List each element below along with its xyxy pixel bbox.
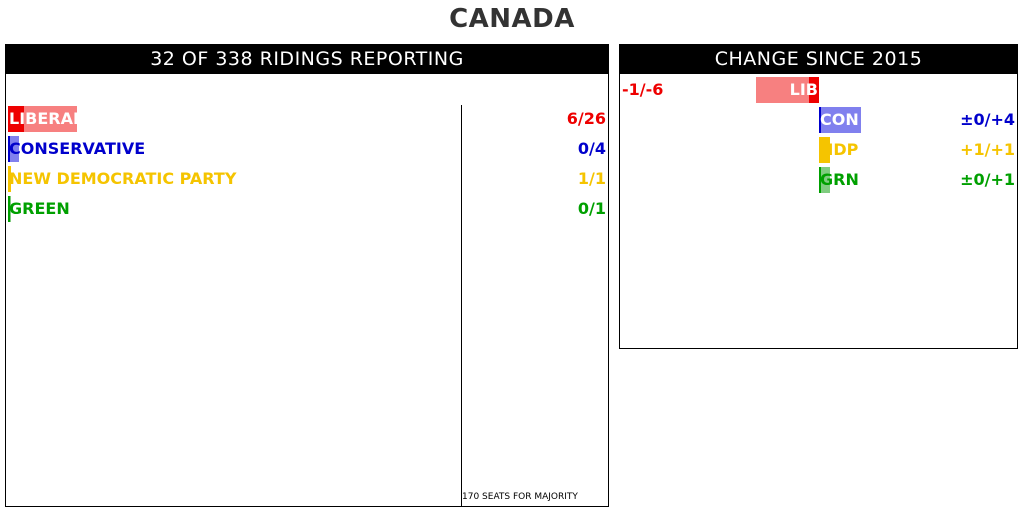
seats-value-new-democratic-party: 1/1 [577, 169, 606, 188]
change-value-lib: -1/-6 [622, 80, 664, 99]
change-label-ndp: NDP [820, 140, 859, 159]
change-label-lib: LIB [789, 80, 818, 99]
change-bar-elected-ndp [819, 137, 830, 163]
change-bar-total-con [819, 107, 861, 133]
change-bar-elected-con [819, 107, 821, 133]
change-value-con: ±0/+4 [960, 110, 1015, 129]
change-value-grn: ±0/+1 [960, 170, 1015, 189]
seats-row-conservative: CONSERVATIVE 0/4 [6, 136, 608, 162]
seats-value-green: 0/1 [577, 199, 606, 218]
seats-bar-elected-conservative [8, 136, 10, 162]
seats-bar-elected-liberal [8, 106, 24, 132]
change-bar-elected-lib [808, 77, 819, 103]
seats-bar-elected-new-democratic-party [8, 166, 11, 192]
change-label-grn: GRN [820, 170, 859, 189]
majority-line [461, 105, 462, 506]
change-row-lib: LIB -1/-6 [620, 77, 1017, 103]
seats-value-conservative: 0/4 [577, 139, 606, 158]
seats-row-new-democratic-party: NEW DEMOCRATIC PARTY 1/1 [6, 166, 608, 192]
seats-label-conservative: CONSERVATIVE [9, 139, 146, 158]
seats-label-liberal: LIBERAL [9, 109, 84, 128]
change-bar-total-grn [819, 167, 830, 193]
seats-row-green: GREEN 0/1 [6, 196, 608, 222]
majority-label: 170 SEATS FOR MAJORITY [462, 492, 578, 502]
change-value-ndp: +1/+1 [960, 140, 1015, 159]
change-panel-title: CHANGE SINCE 2015 [620, 45, 1017, 74]
seats-panel: 32 OF 338 RIDINGS REPORTING 170 SEATS FO… [5, 44, 609, 507]
seats-row-liberal: LIBERAL 6/26 [6, 106, 608, 132]
change-row-ndp: NDP +1/+1 [620, 137, 1017, 163]
seats-label-new-democratic-party: NEW DEMOCRATIC PARTY [9, 169, 237, 188]
change-bar-elected-grn [819, 167, 821, 193]
seats-label-green: GREEN [9, 199, 70, 218]
seats-value-liberal: 6/26 [566, 109, 606, 128]
change-row-con: CON ±0/+4 [620, 107, 1017, 133]
change-panel: CHANGE SINCE 2015 LIB -1/-6 CON ±0/+4 NDP +1/… [619, 44, 1018, 349]
seats-bar-elected-green [8, 196, 10, 222]
change-label-con: CON [820, 110, 859, 129]
seats-panel-title: 32 OF 338 RIDINGS REPORTING [6, 45, 608, 74]
change-row-grn: GRN ±0/+1 [620, 167, 1017, 193]
page-title: CANADA [449, 4, 575, 34]
seats-bar-leading-conservative [8, 136, 19, 162]
